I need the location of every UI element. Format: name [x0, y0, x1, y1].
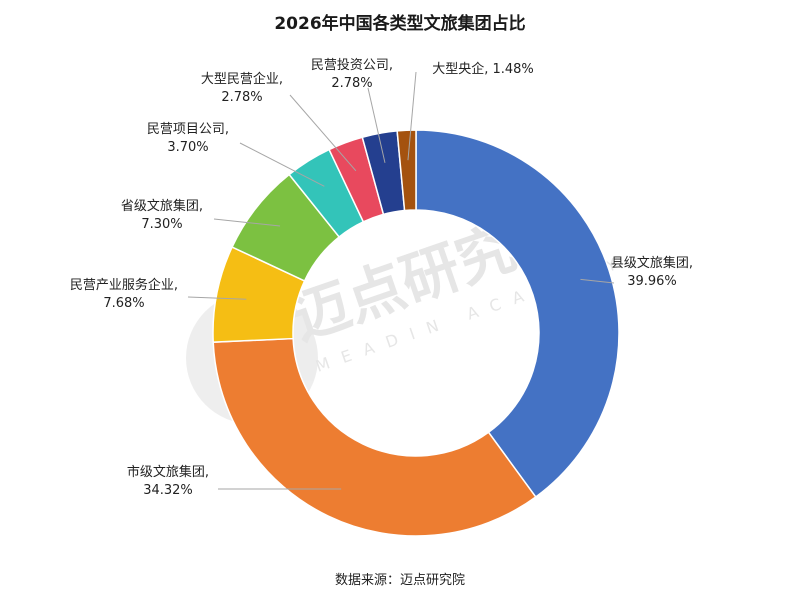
leader-line	[239, 142, 325, 187]
slice-labels: 县级文旅集团, 39.96% 市级文旅集团, 34.32% 民营产业服务企业, 7.68%…	[70, 57, 693, 498]
slice-label: 民营投资公司, 2.78%	[311, 57, 393, 91]
leader-lines	[187, 71, 615, 490]
donut-slice	[212, 337, 537, 537]
slice-label: 民营项目公司, 3.70%	[147, 122, 229, 155]
slice-label: 县级文旅集团, 39.96%	[611, 255, 693, 289]
slice-label: 大型民营企业, 2.78%	[201, 71, 283, 105]
slice-label: 市级文旅集团, 34.32%	[127, 464, 209, 498]
donut-slice	[396, 129, 417, 212]
donut-slices	[212, 129, 620, 537]
leader-line	[213, 218, 281, 227]
leader-line	[289, 94, 357, 172]
data-source: 数据来源：迈点研究院	[334, 573, 465, 588]
slice-label: 民营产业服务企业, 7.68%	[70, 277, 178, 311]
slice-label: 省级文旅集团, 7.30%	[121, 198, 203, 232]
leader-line	[580, 278, 615, 284]
leader-line	[407, 71, 417, 161]
leader-line	[367, 87, 386, 163]
leader-line	[187, 296, 247, 300]
donut-slice	[415, 129, 620, 498]
chart-title: 2026年中国各类型文旅集团占比	[274, 14, 526, 34]
slice-label: 大型央企, 1.48%	[432, 61, 534, 77]
